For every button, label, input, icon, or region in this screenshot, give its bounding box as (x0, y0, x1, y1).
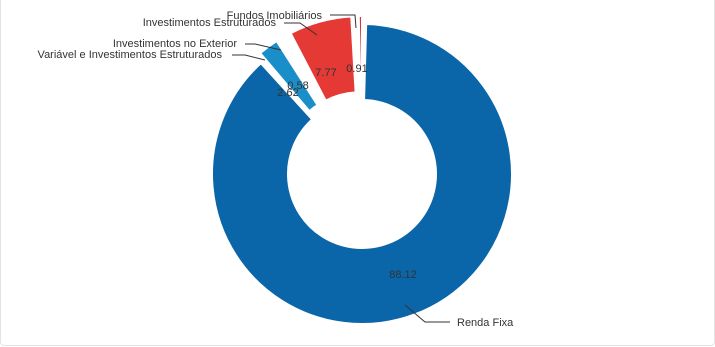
leader-line (232, 54, 266, 61)
slice-label: Variável e Investimentos Estruturados (38, 49, 223, 61)
slice-value-label: 2.62 (277, 87, 298, 99)
slice-value-label: 88.12 (389, 269, 417, 281)
slice-renda-fixa[interactable] (211, 23, 513, 325)
slice-investimentos-no-exterior[interactable] (280, 35, 323, 105)
slice-label: Renda Fixa (457, 317, 514, 329)
leader-line (404, 304, 450, 323)
slice-investimentos-estruturados[interactable] (289, 15, 357, 102)
slice-labels: Renda Fixa Variável e Investimentos Estru… (38, 10, 515, 329)
slice-label: Fundos Imobiliários (227, 10, 323, 22)
leader-lines (232, 14, 450, 323)
slice-fundos-imobili-rios[interactable] (357, 15, 363, 94)
slice-value-label: 0.91 (346, 63, 367, 75)
donut-slices (211, 15, 513, 325)
leader-line (245, 43, 282, 51)
leader-line (284, 22, 318, 36)
slice-label: Investimentos Estruturados (143, 17, 277, 29)
slice-label: Investimentos no Exterior (113, 38, 237, 50)
slice-value-label: 0.58 (287, 80, 308, 92)
slice-vari-vel-e-investimentos-estruturados[interactable] (258, 39, 319, 113)
slice-value-label: 7.77 (315, 67, 336, 79)
slice-values: 88.12 2.620.58 7.77 0.91 (277, 63, 416, 281)
leader-line (330, 14, 357, 29)
